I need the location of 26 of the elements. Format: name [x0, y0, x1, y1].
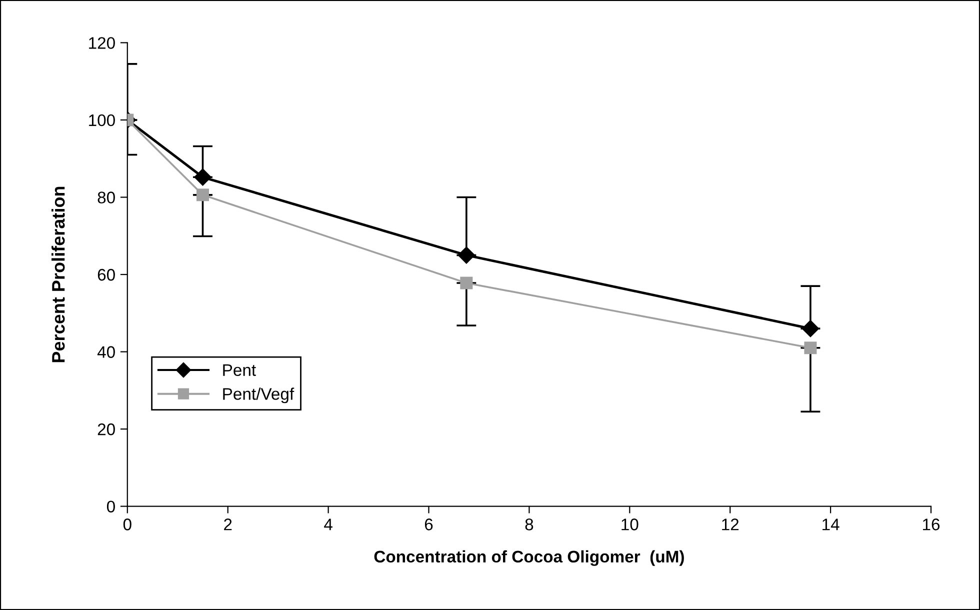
point	[194, 168, 212, 186]
y-tick-label: 60	[98, 268, 115, 281]
x-tick-label: 16	[923, 518, 940, 530]
legend-label: Pent/Vegf	[223, 388, 294, 404]
y-tick-label: 80	[98, 192, 115, 204]
y-tick-label: 0	[106, 500, 115, 513]
x-tick-label: 0	[123, 518, 132, 530]
y-tick-label: 20	[98, 423, 115, 436]
x-tick-label: 6	[424, 518, 433, 530]
x-tick-label: 4	[324, 518, 332, 530]
x-axis-title: Concentration of Cocoa Oligomer (uM)	[374, 550, 684, 566]
y-tick-label: 100	[89, 114, 115, 126]
x-tick-label: 12	[722, 518, 739, 530]
point	[460, 276, 473, 290]
x-tick-label: 8	[525, 518, 534, 530]
y-tick-label: 40	[97, 346, 115, 358]
x-tick-label: 2	[224, 518, 232, 530]
y-tick-label: 120	[89, 37, 115, 49]
x-tick-label: 14	[822, 518, 840, 530]
point	[458, 246, 475, 264]
point	[804, 342, 817, 354]
x-tick-label: 10	[622, 518, 638, 530]
legend-label: Pent	[223, 364, 256, 376]
point	[196, 188, 209, 202]
point	[802, 320, 820, 338]
y-axis-title: Percent Proliferation	[52, 186, 65, 362]
